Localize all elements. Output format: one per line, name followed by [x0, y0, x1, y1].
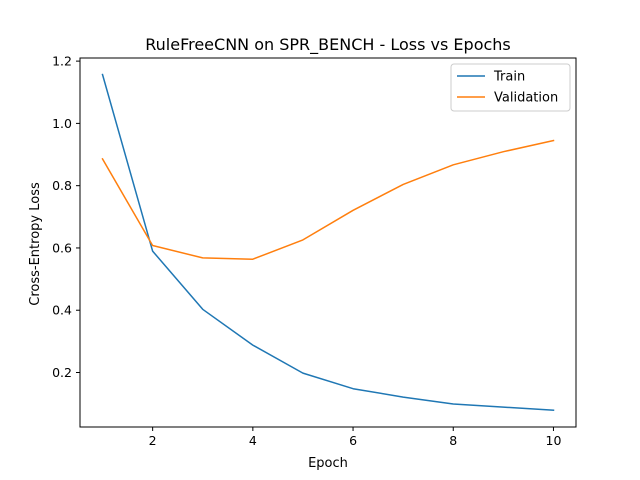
- legend: Train Validation: [450, 63, 571, 112]
- chart-title: RuleFreeCNN on SPR_BENCH - Loss vs Epoch…: [145, 35, 511, 55]
- y-axis-label: Cross-Entropy Loss: [28, 182, 43, 306]
- x-tick-label: 6: [349, 433, 357, 448]
- x-tick-label: 10: [546, 433, 562, 448]
- y-tick-label: 0.8: [52, 178, 72, 193]
- x-tick-label: 8: [449, 433, 457, 448]
- series-line-validation: [101, 139, 555, 260]
- y-tick-label: 0.2: [52, 365, 72, 380]
- y-tick-label: 0.4: [52, 303, 72, 318]
- plot-area: [101, 73, 555, 411]
- x-tick-label: 2: [149, 433, 157, 448]
- legend-label-validation: Validation: [494, 91, 558, 106]
- y-tick-label: 0.6: [52, 240, 72, 255]
- x-axis-label: Epoch: [308, 456, 348, 471]
- y-tick-label: 1.2: [52, 54, 72, 69]
- series-line-train: [101, 73, 555, 411]
- axis-ticks: 2 4 6 8 10 0.2 0.4 0.6 0.8 1.0 1.2: [52, 54, 561, 448]
- y-tick-label: 1.0: [52, 116, 72, 131]
- plot-frame: [79, 57, 577, 428]
- x-tick-label: 4: [249, 433, 257, 448]
- legend-label-train: Train: [493, 70, 525, 85]
